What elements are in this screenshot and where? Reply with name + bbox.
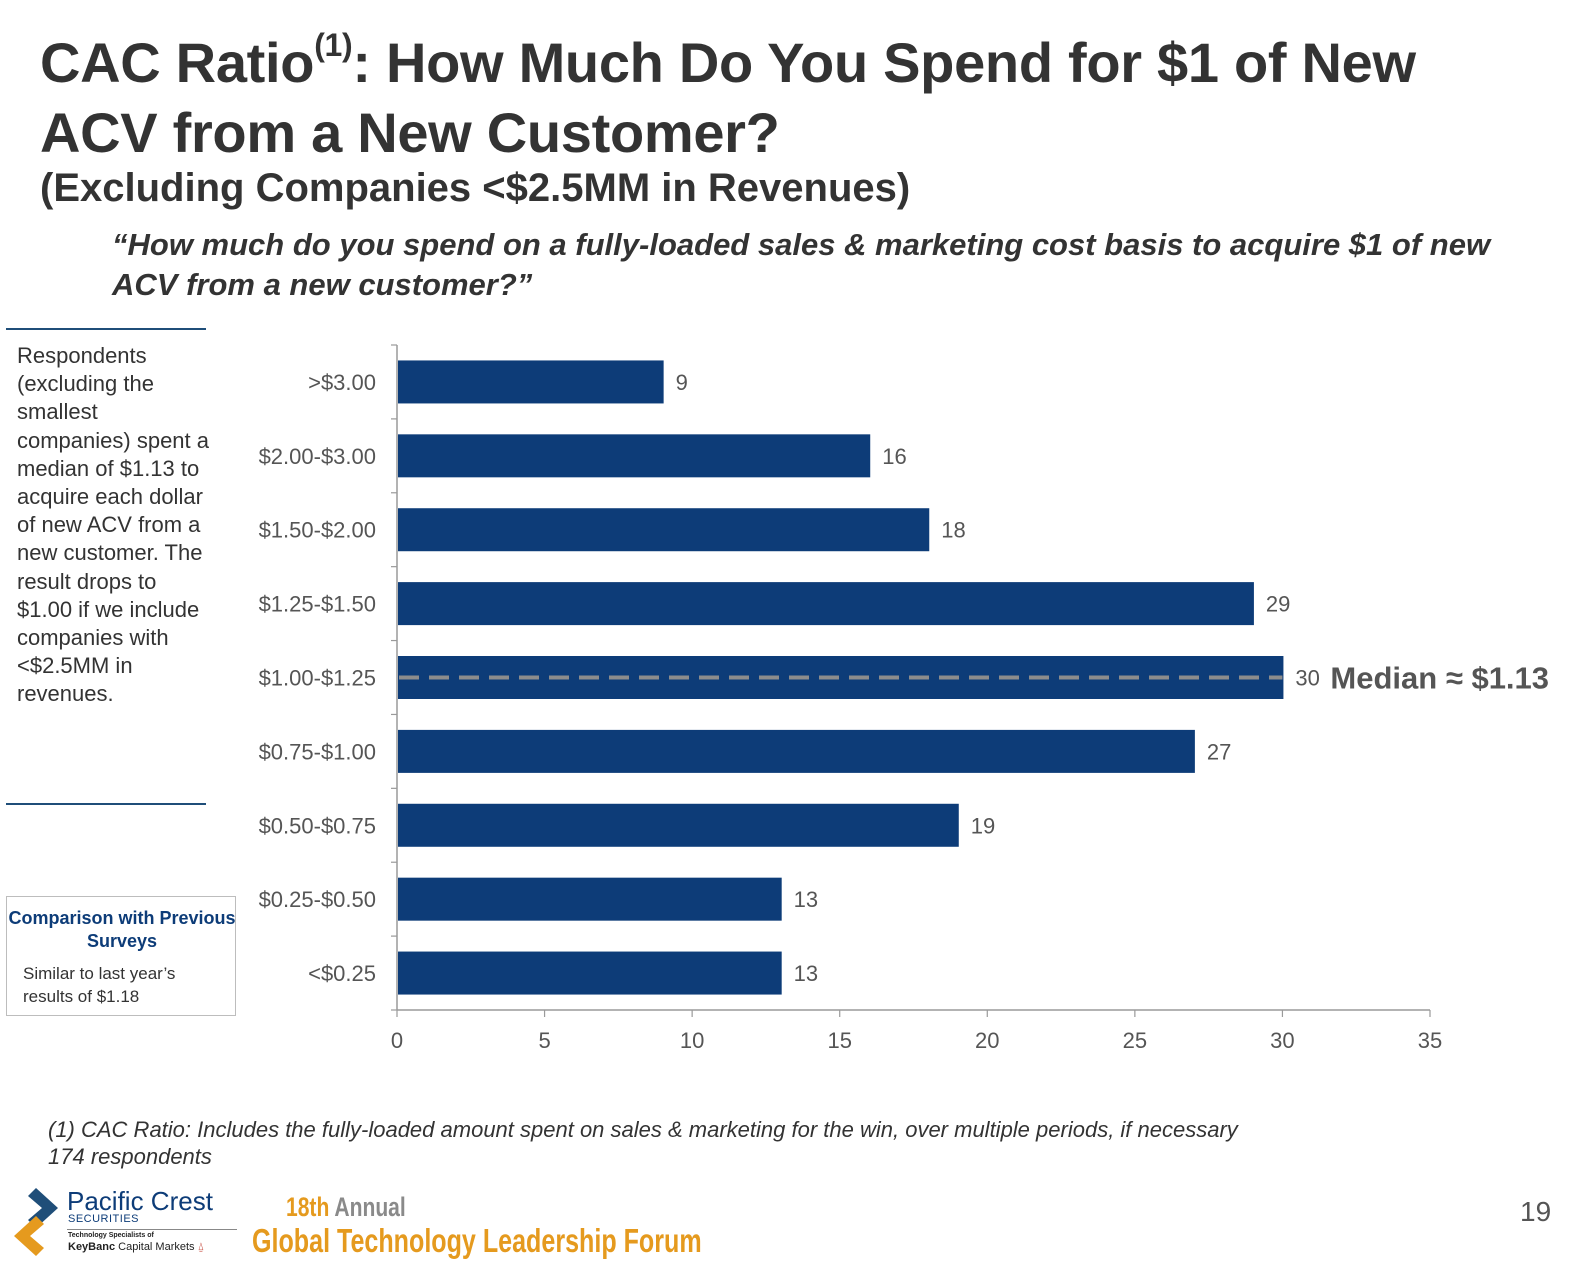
sidebar-note: Respondents (excluding the smallest comp…	[17, 343, 209, 707]
data-label: 9	[676, 370, 688, 395]
data-label: 30	[1295, 666, 1319, 691]
bar	[398, 582, 1254, 626]
company-logo: Pacific Crest SECURITIES Technology Spec…	[12, 1186, 242, 1258]
data-label: 13	[794, 887, 818, 912]
bar	[398, 877, 782, 921]
title-footnote-marker: (1)	[314, 27, 353, 64]
x-tick-label: 30	[1270, 1028, 1294, 1053]
logo-tagline: Technology Specialists of	[68, 1232, 154, 1239]
logo-subtitle: SECURITIES	[68, 1213, 140, 1225]
page-title: CAC Ratio(1): How Much Do You Spend for …	[40, 27, 1416, 95]
key-icon: ⍙	[197, 1241, 205, 1253]
bar	[398, 434, 871, 478]
sidebar-top-rule	[6, 328, 206, 330]
bar	[398, 729, 1195, 773]
title-part1: CAC Ratio	[40, 31, 315, 94]
respondent-count: 174 respondents	[48, 1144, 212, 1169]
category-label: $1.00-$1.25	[259, 666, 376, 691]
data-label: 18	[941, 518, 965, 543]
bar	[398, 951, 782, 995]
survey-question: “How much do you spend on a fully-loaded…	[112, 227, 1491, 302]
title-part2: : How Much Do You Spend for $1 of New	[352, 31, 1416, 94]
comparison-text: Similar to last year’s results of $1.18	[23, 964, 176, 1006]
forum-annual: Annual	[329, 1192, 406, 1222]
category-label: $0.25-$0.50	[259, 887, 376, 912]
page-title-line2: ACV from a New Customer?	[40, 101, 780, 164]
bar	[398, 508, 930, 552]
logo-keybanc-rest: Capital Markets	[115, 1241, 195, 1253]
bar	[398, 803, 959, 847]
forum-name: Global Technology Leadership Forum	[252, 1222, 702, 1259]
category-label: $1.25-$1.50	[259, 592, 376, 617]
page-number: 19	[1520, 1196, 1552, 1227]
category-label: $1.50-$2.00	[259, 518, 376, 543]
forum-edition: 18th Annual	[286, 1192, 406, 1223]
logo-keybanc-bold: KeyBanc	[68, 1241, 116, 1253]
category-label: >$3.00	[308, 370, 376, 395]
logo-divider	[67, 1229, 237, 1230]
data-label: 19	[971, 813, 995, 838]
x-tick-label: 5	[538, 1028, 550, 1053]
data-label: 13	[794, 961, 818, 986]
median-annotation: Median ≈ $1.13	[1330, 661, 1549, 696]
data-label: 27	[1207, 739, 1231, 764]
logo-chevron-icon	[14, 1188, 58, 1256]
data-label: 29	[1266, 592, 1290, 617]
x-tick-label: 15	[827, 1028, 851, 1053]
sidebar-bottom-rule	[6, 803, 206, 805]
category-label: $0.50-$0.75	[259, 813, 376, 838]
logo-name: Pacific Crest	[67, 1186, 213, 1216]
bar	[398, 360, 664, 404]
x-tick-label: 0	[391, 1028, 403, 1053]
footnote: (1) CAC Ratio: Includes the fully-loaded…	[48, 1116, 1238, 1170]
comparison-title: Comparison with Previous Surveys	[8, 908, 236, 951]
comparison-box: Comparison with Previous Surveys Similar…	[6, 896, 236, 1016]
category-label: $2.00-$3.00	[259, 444, 376, 469]
x-tick-label: 20	[975, 1028, 999, 1053]
data-label: 16	[882, 444, 906, 469]
category-label: <$0.25	[308, 961, 376, 986]
logo-keybanc: KeyBanc Capital Markets ⍙	[68, 1241, 204, 1254]
category-label: $0.75-$1.00	[259, 739, 376, 764]
page-subtitle: (Excluding Companies <$2.5MM in Revenues…	[40, 166, 911, 210]
footnote-definition: (1) CAC Ratio: Includes the fully-loaded…	[48, 1117, 1238, 1142]
bar-chart: 0 5 10 15 20 25 30 35 >$3.00 9 $2.00-$3.00 16 $1.50-…	[259, 344, 1549, 1053]
x-tick-label: 25	[1123, 1028, 1147, 1053]
x-tick-label: 35	[1418, 1028, 1442, 1053]
x-tick-label: 10	[680, 1028, 704, 1053]
forum-ordinal: 18th	[286, 1192, 330, 1222]
